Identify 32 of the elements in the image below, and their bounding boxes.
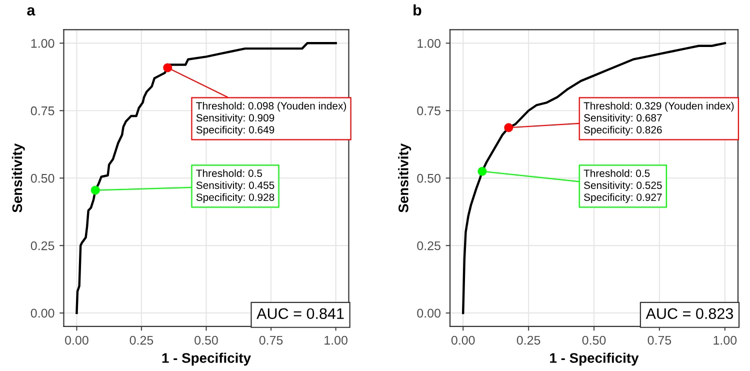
y-tick-label: 0.50 [30, 174, 54, 183]
x-tick-label: 0.75 [648, 336, 672, 345]
annotation: AUC = 0.841 [256, 308, 344, 320]
y-tick-label: 0.50 [417, 174, 440, 183]
y-tick-label: 0.25 [417, 241, 440, 250]
annotation: AUC = 0.823 [646, 308, 734, 320]
x-tick-label: 0.25 [516, 336, 540, 345]
y-axis-title: Sensitivity [398, 143, 412, 212]
x-tick-label: 0.25 [130, 336, 154, 345]
x-axis-title: 1 - Specificity [550, 352, 639, 366]
x-tick-label: 0.00 [451, 336, 475, 345]
y-axis-title: Sensitivity [12, 143, 25, 212]
y-tick-label: 0.75 [30, 106, 54, 116]
y-tick-label: 0.25 [30, 241, 54, 250]
x-tick-label: 1.00 [714, 336, 737, 345]
annotation: Threshold: 0.098 (Youden index) Sensitivity: 0.909 Specificity: 0.649 [196, 102, 346, 136]
y-tick-label: 0.75 [417, 106, 440, 116]
y-tick-label: 0.00 [417, 308, 440, 318]
chart-title: a [27, 7, 36, 16]
x-tick-label: 0.50 [194, 336, 218, 345]
y-tick-label: 0.00 [30, 308, 54, 318]
annotation: Threshold: 0.329 (Youden index) Sensitivity: 0.687 Specificity: 0.826 [584, 102, 734, 136]
annotation: Threshold: 0.5 Sensitivity: 0.455 Specificity: 0.928 [196, 169, 274, 204]
y-tick-label: 1.00 [31, 38, 54, 48]
chart-title: b [414, 4, 422, 16]
x-tick-label: 0.50 [582, 336, 606, 345]
y-tick-label: 1.00 [418, 38, 440, 48]
x-tick-label: 0.75 [259, 336, 283, 345]
x-axis-title: 1 - Specificity [162, 352, 251, 366]
x-tick-label: 1.00 [324, 336, 348, 345]
x-tick-label: 0.00 [65, 336, 88, 345]
annotation: Threshold: 0.5 Sensitivity: 0.525 Specificity: 0.927 [584, 169, 662, 204]
